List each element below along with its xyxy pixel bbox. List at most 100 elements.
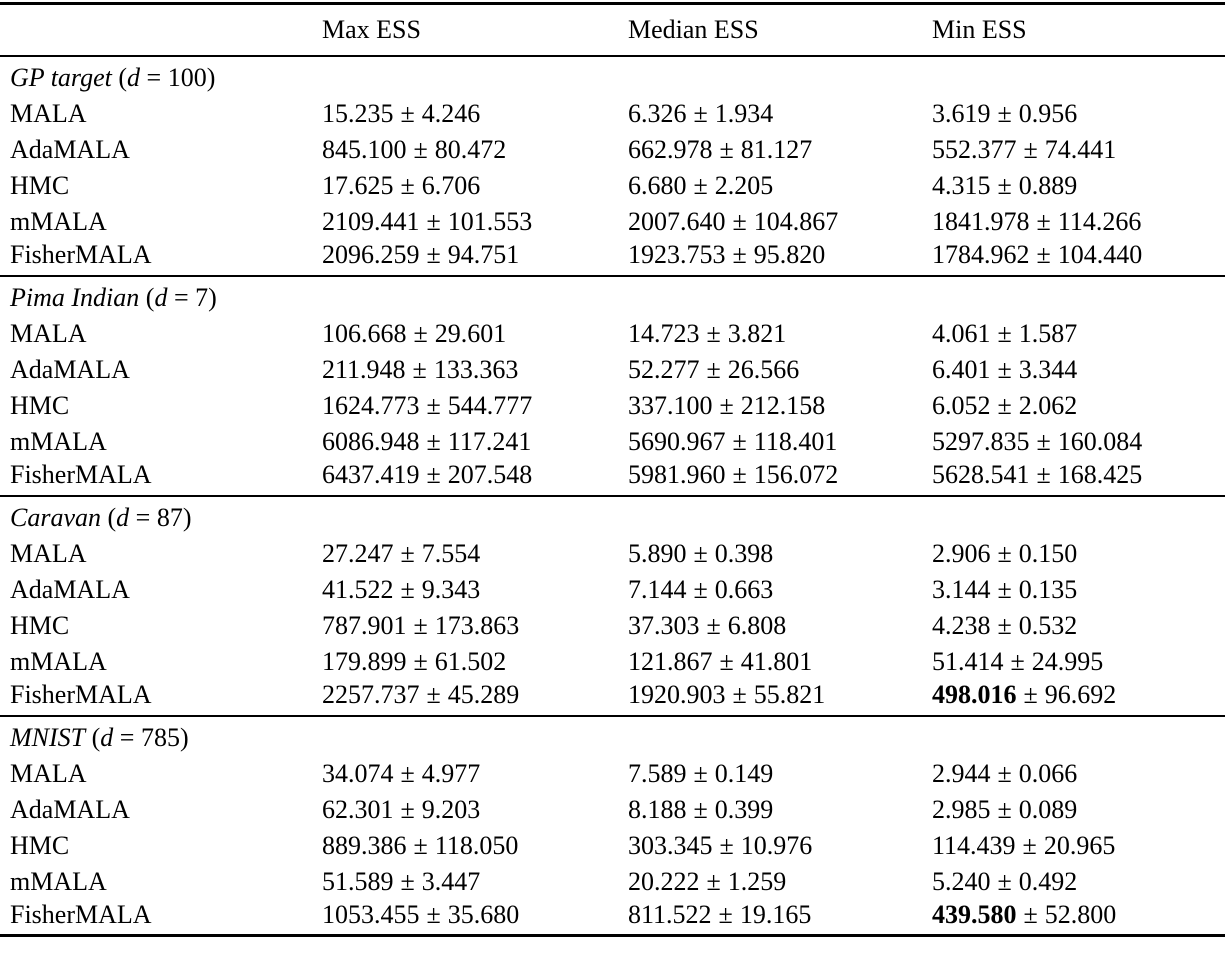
median-ess-cell: 303.345 ±10.976 [628,828,932,864]
method-label: FisherMALA [10,680,152,709]
plus-minus-sign: ± [997,318,1012,348]
median-ess-cell: 5981.960 ±156.072 [628,460,932,496]
mean-value: 552.377 [932,134,1017,164]
std-value: 0.956 [1018,98,1078,128]
plus-minus-sign: ± [997,794,1012,824]
mean-value: 62.301 [322,794,394,824]
mean-value: 4.061 [932,318,991,348]
max-ess-cell: 17.625 ±6.706 [322,168,628,204]
plus-minus-sign: ± [426,426,441,456]
max-ess-cell: 179.899 ±61.502 [322,644,628,680]
std-value: 1.934 [714,98,774,128]
mean-value: 4.315 [932,170,991,200]
std-value: 1.587 [1018,318,1078,348]
table-row: FisherMALA 1053.455 ±35.680 811.522 ±19.165 4… [0,900,1225,936]
mean-value: 5981.960 [628,460,726,489]
section-title-row: Caravan (d = 87) [0,496,1225,536]
table-row: AdaMALA 62.301 ±9.203 8.188 ±0.399 2.985 ±0.08… [0,792,1225,828]
max-ess-cell: 106.668 ±29.601 [322,316,628,352]
plus-minus-sign: ± [719,134,734,164]
mean-value: 3.619 [932,98,991,128]
dimension-value: 7 [195,282,209,312]
mean-value: 2109.441 [322,206,420,236]
std-value: 0.149 [714,758,774,788]
max-ess-cell: 41.522 ±9.343 [322,572,628,608]
plus-minus-sign: ± [693,538,708,568]
mean-value: 2007.640 [628,206,726,236]
median-ess-cell: 337.100 ±212.158 [628,388,932,424]
mean-value: 5.240 [932,866,991,896]
section-name: Caravan [10,502,101,532]
min-ess-cell: 5297.835 ±160.084 [932,424,1225,460]
plus-minus-sign: ± [706,354,721,384]
plus-minus-sign: ± [732,680,747,709]
equals-sign: = [119,722,135,752]
table-row: FisherMALA 6437.419 ±207.548 5981.960 ±156.0… [0,460,1225,496]
mean-value: 52.277 [628,354,700,384]
std-value: 117.241 [447,426,532,456]
mean-value: 37.303 [628,610,700,640]
plus-minus-sign: ± [400,758,415,788]
close-paren: ) [206,62,216,92]
min-ess-cell: 6.401 ±3.344 [932,352,1225,388]
std-value: 6.706 [421,170,481,200]
plus-minus-sign: ± [997,354,1012,384]
section-title: Caravan (d = 87) [0,496,1225,536]
max-ess-cell: 2109.441 ±101.553 [322,204,628,240]
std-value: 20.965 [1043,830,1116,860]
median-ess-cell: 7.589 ±0.149 [628,756,932,792]
plus-minus-sign: ± [426,390,441,420]
method-label: AdaMALA [10,574,130,604]
mean-value: 51.589 [322,866,394,896]
plus-minus-sign: ± [693,758,708,788]
close-paren: ) [208,282,217,312]
min-ess-cell: 4.061 ±1.587 [932,316,1225,352]
table-row: mMALA 51.589 ±3.447 20.222 ±1.259 5.240 ±0.492 [0,864,1225,900]
max-ess-cell: 889.386 ±118.050 [322,828,628,864]
method-label: mMALA [10,646,107,676]
mean-value: 6437.419 [322,460,420,489]
section-name: Pima Indian [10,282,140,312]
section-title-row: MNIST (d = 785) [0,716,1225,756]
mean-value: 211.948 [322,354,406,384]
std-value: 24.995 [1031,646,1104,676]
method-label: HMC [10,170,70,200]
plus-minus-sign: ± [732,240,747,269]
plus-minus-sign: ± [1023,680,1038,709]
min-ess-cell: 1784.962 ±104.440 [932,240,1225,276]
min-ess-cell: 5628.541 ±168.425 [932,460,1225,496]
plus-minus-sign: ± [706,318,721,348]
table-row: AdaMALA 845.100 ±80.472 662.978 ±81.127 552.3… [0,132,1225,168]
max-ess-cell: 2257.737 ±45.289 [322,680,628,716]
plus-minus-sign: ± [1023,134,1038,164]
mean-value: 41.522 [322,574,394,604]
median-ess-cell: 6.326 ±1.934 [628,96,932,132]
table-row: HMC 1624.773 ±544.777 337.100 ±212.158 6.052 ±… [0,388,1225,424]
dimension-value: 87 [156,502,183,532]
median-ess-cell: 662.978 ±81.127 [628,132,932,168]
mean-value: 15.235 [322,98,394,128]
table-row: MALA 34.074 ±4.977 7.589 ±0.149 2.944 ±0.066 [0,756,1225,792]
mean-value: 5690.967 [628,426,726,456]
ess-results-table: Max ESS Median ESS Min ESS GP target (d … [0,2,1225,937]
mean-value: 5628.541 [932,460,1030,489]
std-value: 0.532 [1018,610,1078,640]
mean-value: 3.144 [932,574,991,604]
plus-minus-sign: ± [412,354,427,384]
min-ess-cell: 4.238 ±0.532 [932,608,1225,644]
method-label: mMALA [10,426,107,456]
plus-minus-sign: ± [997,866,1012,896]
method-label: AdaMALA [10,134,130,164]
plus-minus-sign: ± [1036,460,1051,489]
std-value: 2.062 [1018,390,1078,420]
plus-minus-sign: ± [719,830,734,860]
std-value: 4.246 [421,98,481,128]
std-value: 9.203 [421,794,481,824]
dimension-variable: d [100,722,114,752]
min-ess-cell: 3.619 ±0.956 [932,96,1225,132]
plus-minus-sign: ± [426,899,441,929]
section-title: Pima Indian (d = 7) [0,276,1225,316]
mean-value: 179.899 [322,646,407,676]
std-value: 3.447 [421,866,481,896]
mean-value: 2.985 [932,794,991,824]
